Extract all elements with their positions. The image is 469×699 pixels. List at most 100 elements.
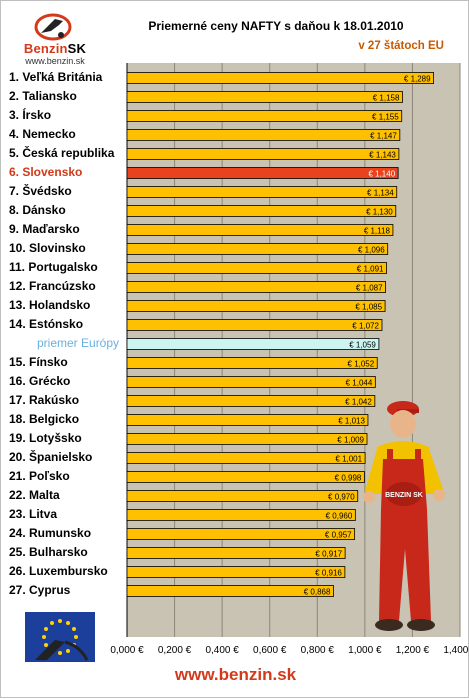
average-label: priemer Európy — [37, 336, 120, 350]
chart-title: Priemerné ceny NAFTY s daňou k 18.01.201… — [148, 19, 404, 33]
country-label: 12. Francúzsko — [9, 279, 96, 293]
benzin-sk-logo[interactable]: BenzinSK www.benzin.sk — [15, 11, 95, 67]
country-label: 1. Veľká Británia — [9, 70, 103, 84]
bar — [126, 414, 369, 426]
country-label: 25. Bulharsko — [9, 545, 88, 559]
country-label: 19. Lotyšsko — [9, 431, 82, 445]
x-tick-label: 0,400 € — [205, 645, 239, 656]
country-label: 8. Dánsko — [9, 203, 66, 217]
bar — [126, 547, 346, 559]
logo-brand-right: SK — [67, 41, 87, 56]
x-tick-label: 1,200 € — [395, 645, 430, 656]
data-label: € 1,091 — [357, 264, 384, 273]
country-label: 15. Fínsko — [9, 355, 68, 369]
bar — [126, 452, 366, 464]
data-label: € 1,072 — [352, 321, 379, 330]
data-label: € 1,052 — [348, 359, 375, 368]
eu-flag-nozzle-image — [25, 612, 95, 662]
country-label: 4. Nemecko — [9, 127, 76, 141]
data-label: € 1,059 — [349, 340, 376, 349]
bar — [126, 509, 356, 521]
country-label: 9. Maďarsko — [9, 222, 80, 236]
data-label: € 1,289 — [404, 74, 431, 83]
data-label: € 1,147 — [370, 131, 397, 140]
bar — [126, 566, 346, 578]
bar — [126, 395, 376, 407]
data-label: € 1,143 — [369, 150, 396, 159]
bar — [126, 243, 389, 255]
data-label: € 0,868 — [304, 587, 331, 596]
data-label: € 1,042 — [345, 397, 372, 406]
mascot-shirt-text: BENZIN SK — [385, 492, 423, 499]
country-label: 13. Holandsko — [9, 298, 91, 312]
country-label: 14. Estónsko — [9, 317, 84, 331]
bar — [126, 528, 356, 540]
data-label: € 1,096 — [358, 245, 385, 254]
bar — [126, 224, 394, 236]
data-label: € 0,970 — [328, 492, 355, 501]
country-label: 21. Poľsko — [9, 469, 70, 483]
bar — [126, 490, 359, 502]
data-label: € 1,013 — [338, 416, 365, 425]
data-label: € 0,998 — [335, 473, 362, 482]
bar — [126, 433, 368, 445]
bar — [126, 110, 403, 122]
x-tick-label: 0,200 € — [157, 645, 192, 656]
country-label: 3. Írsko — [9, 108, 52, 122]
country-label: 10. Slovinsko — [9, 241, 86, 255]
bar — [126, 262, 387, 274]
data-label: € 1,001 — [335, 454, 362, 463]
logo-url: www.benzin.sk — [25, 56, 85, 66]
x-tick-label: 0,000 € — [110, 645, 144, 656]
bar — [126, 471, 365, 483]
data-label: € 1,087 — [356, 283, 383, 292]
data-label: € 1,155 — [372, 112, 399, 121]
footer-url[interactable]: www.benzin.sk — [174, 665, 297, 684]
chart-subtitle: v 27 štátoch EU — [358, 40, 444, 52]
data-label: € 1,009 — [337, 435, 364, 444]
x-tick-label: 0,600 € — [253, 645, 287, 656]
x-tick-label: 1,000 € — [348, 645, 382, 656]
data-label: € 1,118 — [364, 226, 391, 235]
bar — [126, 319, 383, 331]
data-label: € 0,957 — [325, 530, 352, 539]
country-label: 2. Taliansko — [9, 89, 77, 103]
country-label: 24. Rumunsko — [9, 526, 92, 540]
logo-brand: BenzinSK — [15, 41, 95, 56]
country-label: 23. Litva — [9, 507, 58, 521]
x-tick-label: 0,800 € — [300, 645, 334, 656]
bar — [126, 186, 398, 198]
bar — [126, 72, 434, 84]
data-label: € 1,140 — [368, 169, 395, 178]
data-label: € 0,917 — [315, 549, 342, 558]
country-label: 27. Cyprus — [9, 583, 71, 597]
country-label: 6. Slovensko — [9, 165, 83, 179]
x-tick-label: 1,400 € — [443, 645, 469, 656]
bar — [126, 167, 399, 179]
data-label: € 1,044 — [346, 378, 373, 387]
bar — [126, 205, 397, 217]
data-label: € 0,916 — [315, 568, 342, 577]
logo-brand-left: Benzin — [23, 41, 68, 56]
country-label: 16. Grécko — [9, 374, 71, 388]
country-label: 17. Rakúsko — [9, 393, 80, 407]
bar — [126, 585, 334, 597]
mascot-mechanic-image: BENZIN SK — [363, 401, 445, 631]
country-label: 26. Luxembursko — [9, 564, 108, 578]
country-label: 11. Portugalsko — [9, 260, 98, 274]
country-label: 7. Švédsko — [9, 184, 72, 198]
bar — [126, 148, 400, 160]
data-label: € 1,085 — [355, 302, 382, 311]
bar — [126, 281, 386, 293]
data-label: € 1,158 — [373, 93, 400, 102]
fuel-nozzle-icon — [34, 13, 72, 41]
country-label: 18. Belgicko — [9, 412, 80, 426]
country-label: 22. Malta — [9, 488, 60, 502]
bar — [126, 300, 386, 312]
bar — [126, 357, 378, 369]
data-label: € 1,130 — [366, 207, 393, 216]
bar — [126, 338, 380, 350]
data-label: € 1,134 — [367, 188, 394, 197]
